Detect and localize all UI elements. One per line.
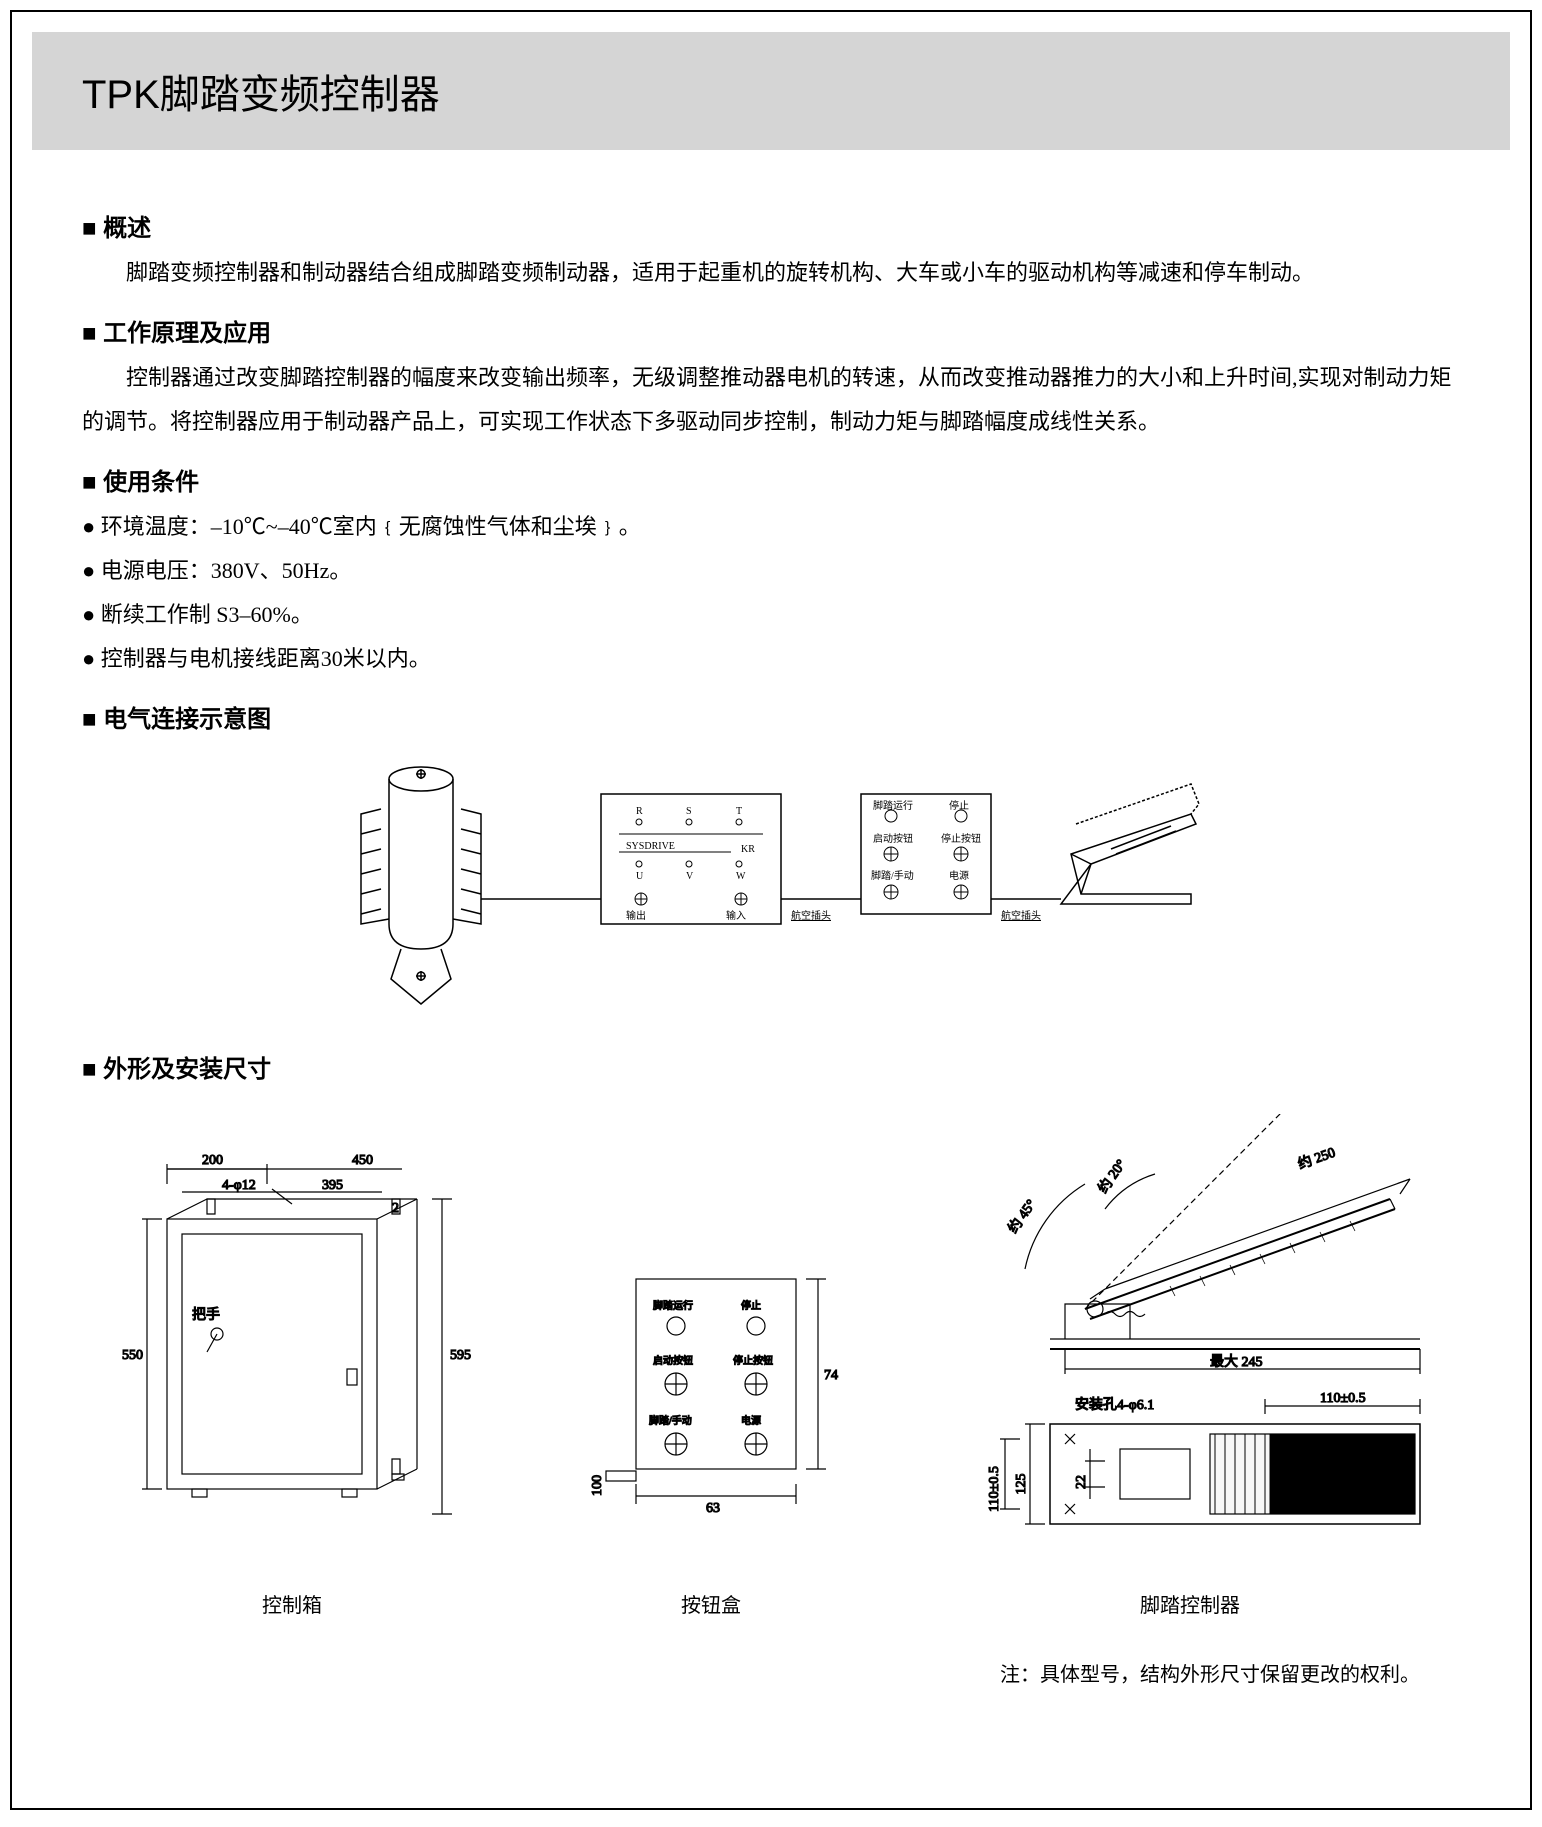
conditions-list: 环境温度：–10℃~–40℃室内﹛无腐蚀性气体和尘埃﹜。 电源电压：380V、5… (82, 505, 1460, 681)
svg-text:595: 595 (450, 1348, 471, 1363)
svg-text:约 45°: 约 45° (1005, 1197, 1039, 1237)
pedal-icon (1061, 784, 1199, 904)
svg-text:63: 63 (706, 1501, 720, 1516)
principle-heading: 工作原理及应用 (82, 313, 1460, 348)
dimensions-heading: 外形及安装尺寸 (82, 1049, 1460, 1084)
svg-text:U: U (636, 871, 644, 882)
pedal-drawing: 约 45° 约 20° 约 250 最大 245 安装孔4-φ6.1 (930, 1114, 1450, 1618)
svg-text:550: 550 (122, 1348, 143, 1363)
title-bar: TPK脚踏变频控制器 (32, 32, 1510, 150)
svg-text:125: 125 (1014, 1474, 1029, 1495)
footnote: 注：具体型号，结构外形尺寸保留更改的权利。 (82, 1658, 1460, 1687)
condition-item: 断续工作制 S3–60%。 (82, 593, 1460, 637)
svg-text:航空插头: 航空插头 (791, 909, 831, 922)
svg-text:安装孔4-φ6.1: 安装孔4-φ6.1 (1075, 1397, 1154, 1413)
button-box-icon: 脚踏运行 停止 启动按钮 停止按钮 脚踏/手动 电源 (861, 794, 991, 914)
svg-text:KR: KR (741, 844, 755, 855)
svg-text:395: 395 (322, 1178, 343, 1193)
svg-text:脚踏/手动: 脚踏/手动 (871, 869, 914, 882)
wiring-heading: 电气连接示意图 (82, 699, 1460, 734)
svg-text:T: T (736, 806, 742, 817)
svg-text:约 250: 约 250 (1296, 1145, 1338, 1173)
content-area: 概述 脚踏变频控制器和制动器结合组成脚踏变频制动器，适用于起重机的旋转机构、大车… (12, 170, 1530, 1717)
condition-item: 控制器与电机接线距离30米以内。 (82, 637, 1460, 681)
svg-text:输出: 输出 (626, 909, 646, 922)
svg-text:100: 100 (590, 1475, 605, 1496)
svg-text:110±0.5: 110±0.5 (987, 1466, 1002, 1512)
svg-text:停止: 停止 (949, 799, 969, 812)
page-frame: TPK脚踏变频控制器 概述 脚踏变频控制器和制动器结合组成脚踏变频制动器，适用于… (10, 10, 1532, 1810)
svg-text:航空插头: 航空插头 (1001, 909, 1041, 922)
svg-text:停止按钮: 停止按钮 (733, 1354, 773, 1367)
page-title: TPK脚踏变频控制器 (82, 62, 1460, 120)
svg-text:输入: 输入 (726, 909, 746, 922)
conditions-heading: 使用条件 (82, 462, 1460, 497)
svg-text:启动按钮: 启动按钮 (653, 1354, 693, 1367)
svg-text:V: V (686, 871, 694, 882)
pedal-caption: 脚踏控制器 (930, 1589, 1450, 1618)
overview-heading: 概述 (82, 208, 1460, 243)
svg-text:110±0.5: 110±0.5 (1320, 1391, 1366, 1406)
svg-text:约 20°: 约 20° (1095, 1157, 1129, 1197)
svg-text:电源: 电源 (741, 1414, 761, 1427)
condition-item: 电源电压：380V、50Hz。 (82, 549, 1460, 593)
wiring-svg: R S T SYSDRIVE KR U V W (321, 754, 1221, 1024)
svg-text:74: 74 (824, 1368, 838, 1383)
button-box-caption: 按钮盒 (581, 1589, 841, 1618)
svg-text:R: R (636, 806, 643, 817)
inverter-box-icon: R S T SYSDRIVE KR U V W (601, 794, 781, 924)
svg-text:最大 245: 最大 245 (1210, 1354, 1263, 1370)
overview-body: 脚踏变频控制器和制动器结合组成脚踏变频制动器，适用于起重机的旋转机构、大车或小车… (82, 251, 1460, 295)
svg-text:4-φ12: 4-φ12 (222, 1178, 256, 1193)
button-box-drawing: 脚踏运行 停止 启动按钮 停止按钮 脚踏/手动 电源 (581, 1234, 841, 1618)
condition-item: 环境温度：–10℃~–40℃室内﹛无腐蚀性气体和尘埃﹜。 (82, 505, 1460, 549)
dimensions-row: 200 4-φ12 450 395 2 (82, 1114, 1460, 1618)
svg-text:W: W (736, 871, 746, 882)
svg-text:SYSDRIVE: SYSDRIVE (626, 841, 675, 852)
svg-text:脚踏运行: 脚踏运行 (653, 1299, 693, 1312)
svg-text:200: 200 (202, 1153, 223, 1168)
principle-body: 控制器通过改变脚踏控制器的幅度来改变输出频率，无级调整推动器电机的转速，从而改变… (82, 356, 1460, 444)
thruster-icon (361, 767, 481, 1004)
control-box-drawing: 200 4-φ12 450 395 2 (92, 1134, 492, 1618)
svg-text:启动按钮: 启动按钮 (873, 832, 913, 845)
svg-text:450: 450 (352, 1153, 373, 1168)
svg-text:电源: 电源 (949, 869, 969, 882)
svg-text:把手: 把手 (192, 1307, 220, 1323)
svg-text:脚踏/手动: 脚踏/手动 (649, 1414, 692, 1427)
svg-text:S: S (686, 806, 692, 817)
control-box-caption: 控制箱 (92, 1589, 492, 1618)
svg-text:停止: 停止 (741, 1299, 761, 1312)
wiring-diagram: R S T SYSDRIVE KR U V W (82, 754, 1460, 1029)
svg-text:脚踏运行: 脚踏运行 (873, 799, 913, 812)
svg-text:22: 22 (1074, 1475, 1089, 1489)
svg-text:停止按钮: 停止按钮 (941, 832, 981, 845)
